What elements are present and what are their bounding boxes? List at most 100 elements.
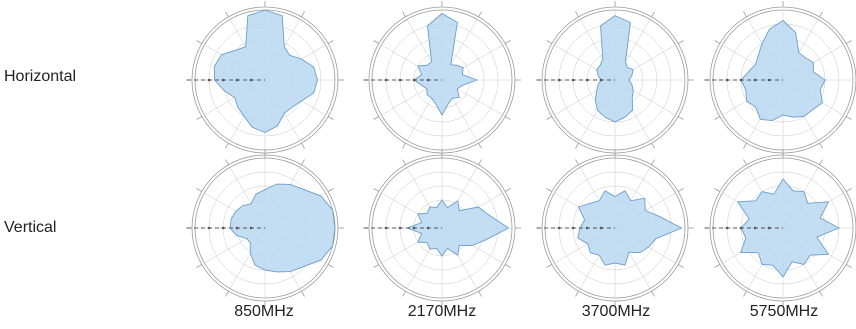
polar-rim-tick <box>819 159 823 165</box>
polar-axis-marker <box>398 78 402 82</box>
radiation-pattern <box>737 178 840 278</box>
polar-rim-tick <box>651 143 655 149</box>
polar-rim-tick <box>373 264 379 268</box>
polar-rim-tick <box>678 264 684 268</box>
polar-axis-marker <box>571 226 575 230</box>
polar-axis-marker <box>249 78 253 82</box>
polar-rim-tick <box>373 40 379 44</box>
polar-rim-tick <box>846 264 852 268</box>
polar-axis-marker <box>384 226 388 230</box>
polar-rim-tick <box>546 188 552 192</box>
polar-axis-marker <box>599 78 603 82</box>
polar-axis-marker <box>725 226 729 230</box>
polar-axis-marker <box>235 226 239 230</box>
polar-rim-tick <box>678 188 684 192</box>
polar-rim-tick <box>546 40 552 44</box>
polar-rim-tick <box>301 143 305 149</box>
polar-rim-tick <box>575 159 579 165</box>
polar-rim-tick <box>301 159 305 165</box>
polar-rim-tick <box>402 11 406 17</box>
polar-rim-tick <box>196 116 202 120</box>
polar-axis-marker <box>384 78 388 82</box>
polar-rim-tick <box>546 116 552 120</box>
polar-axis-marker <box>739 78 743 82</box>
polar-axis-marker <box>249 226 253 230</box>
column-label-2170mhz: 2170MHz <box>407 303 477 320</box>
polar-axis-marker <box>599 226 603 230</box>
polar-axis-marker <box>235 78 239 82</box>
polar-rim-tick <box>402 159 406 165</box>
row-label-vertical: Vertical <box>4 219 57 236</box>
radiation-pattern <box>577 190 682 266</box>
column-label-3700mhz: 3700MHz <box>581 303 651 320</box>
polar-axis-marker <box>398 226 402 230</box>
polar-rim-tick <box>196 40 202 44</box>
polar-axis-marker <box>753 78 757 82</box>
polar-rim-tick <box>651 159 655 165</box>
polar-rim-tick <box>196 264 202 268</box>
polar-axis-marker <box>221 226 225 230</box>
polar-axis-marker <box>585 78 589 82</box>
column-label-5750mhz: 5750MHz <box>749 303 819 320</box>
polar-rim-tick <box>328 264 334 268</box>
polar-plot-vertical-3700mhz <box>536 149 694 307</box>
polar-rim-tick <box>225 11 229 17</box>
radiation-pattern <box>594 15 634 123</box>
polar-rim-tick <box>714 264 720 268</box>
polar-axis-marker <box>767 226 771 230</box>
polar-axis-marker <box>426 78 430 82</box>
polar-rim-tick <box>505 264 511 268</box>
polar-axis-marker <box>207 226 211 230</box>
polar-rim-tick <box>478 291 482 297</box>
radiation-pattern <box>740 20 826 122</box>
polar-axis-marker <box>725 78 729 82</box>
polar-rim-tick <box>846 116 852 120</box>
polar-plot-horizontal-850mhz <box>186 1 344 159</box>
polar-rim-tick <box>225 143 229 149</box>
polar-axis-marker <box>221 78 225 82</box>
polar-rim-tick <box>575 291 579 297</box>
polar-plot-horizontal-2170mhz <box>363 1 521 159</box>
polar-rim-tick <box>846 40 852 44</box>
polar-rim-tick <box>546 264 552 268</box>
radiation-pattern <box>229 183 336 273</box>
polar-rim-tick <box>225 159 229 165</box>
polar-rim-tick <box>301 291 305 297</box>
polar-axis-marker <box>739 226 743 230</box>
polar-axis-marker <box>571 78 575 82</box>
polar-rim-tick <box>328 40 334 44</box>
polar-rim-tick <box>505 40 511 44</box>
polar-axis-marker <box>585 226 589 230</box>
polar-rim-tick <box>743 291 747 297</box>
polar-axis-marker <box>557 226 561 230</box>
polar-plot-vertical-2170mhz <box>363 149 521 307</box>
polar-rim-tick <box>714 40 720 44</box>
column-label-850mhz: 850MHz <box>234 303 294 320</box>
polar-rim-tick <box>301 11 305 17</box>
polar-rim-tick <box>402 143 406 149</box>
polar-rim-tick <box>478 143 482 149</box>
polar-rim-tick <box>478 11 482 17</box>
polar-rim-tick <box>743 159 747 165</box>
polar-rim-tick <box>714 188 720 192</box>
radiation-pattern <box>413 13 478 116</box>
polar-axis-marker <box>557 78 561 82</box>
polar-axis-marker <box>767 78 771 82</box>
polar-rim-tick <box>373 188 379 192</box>
polar-rim-tick <box>373 116 379 120</box>
polar-axis-marker <box>753 226 757 230</box>
polar-rim-tick <box>225 291 229 297</box>
polar-rim-tick <box>402 291 406 297</box>
polar-axis-marker <box>207 78 211 82</box>
polar-plot-vertical-850mhz <box>186 149 344 307</box>
polar-rim-tick <box>196 188 202 192</box>
polar-rim-tick <box>846 188 852 192</box>
polar-rim-tick <box>478 159 482 165</box>
row-label-horizontal: Horizontal <box>4 68 77 85</box>
polar-rim-tick <box>819 11 823 17</box>
polar-rim-tick <box>678 40 684 44</box>
polar-plot-vertical-5750mhz <box>704 149 856 307</box>
polar-axis-marker <box>412 78 416 82</box>
polar-rim-tick <box>714 116 720 120</box>
polar-rim-tick <box>743 11 747 17</box>
